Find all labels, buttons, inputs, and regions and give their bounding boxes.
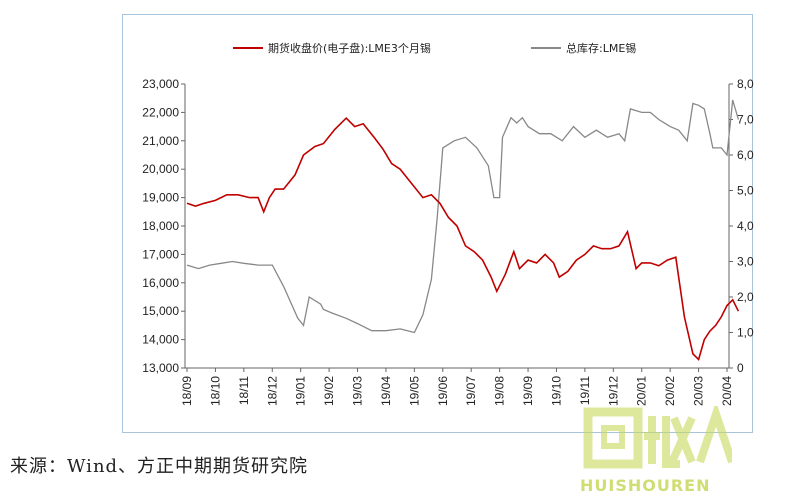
x-tick-label: 19/10 — [549, 376, 563, 406]
left-tick-label: 13,000 — [142, 361, 179, 375]
x-tick-label: 20/02 — [663, 376, 677, 406]
legend-label-stock: 总库存:LME锡 — [566, 41, 636, 55]
watermark-logo: HUISHOUREN — [536, 400, 736, 498]
x-tick-label: 18/10 — [208, 376, 222, 406]
x-tick-label: 19/09 — [521, 376, 535, 406]
left-tick-label: 15,000 — [142, 304, 179, 318]
left-tick-label: 16,000 — [142, 276, 179, 290]
x-tick-label: 20/01 — [635, 376, 649, 406]
right-tick-label: 8,000 — [737, 77, 754, 91]
right-tick-label: 5,000 — [737, 184, 754, 198]
x-axis-ticks: 18/09 18/10 18/11 18/12 19/01 19/02 19/03 19/04… — [180, 368, 734, 406]
chart-frame: 期货收盘价(电子盘):LME3个月锡 总库存:LME锡 13,000 14,000… — [122, 14, 754, 433]
left-tick-label: 19,000 — [142, 191, 179, 205]
left-tick-label: 20,000 — [142, 162, 179, 176]
left-tick-label: 18,000 — [142, 219, 179, 233]
x-tick-label: 19/02 — [322, 376, 336, 406]
watermark-logo-mark — [582, 401, 736, 489]
x-tick-label: 18/09 — [180, 376, 194, 406]
legend-label-price: 期货收盘价(电子盘):LME3个月锡 — [268, 41, 431, 55]
watermark-text: HUISHOUREN — [580, 476, 711, 495]
series-line-lme-price — [186, 116, 740, 362]
right-tick-label: 3,000 — [737, 255, 754, 269]
x-tick-label: 18/12 — [265, 376, 279, 406]
x-tick-label: 19/12 — [606, 376, 620, 406]
legend: 期货收盘价(电子盘):LME3个月锡 总库存:LME锡 — [233, 41, 636, 55]
left-tick-label: 17,000 — [142, 247, 179, 261]
left-tick-label: 21,000 — [142, 134, 179, 148]
left-tick-label: 22,000 — [142, 105, 179, 119]
left-axis-ticks: 13,000 14,000 15,000 16,000 17,000 18,000 19,0… — [142, 77, 185, 375]
right-tick-label: 7,000 — [737, 113, 754, 127]
x-tick-label: 20/04 — [720, 376, 734, 406]
watermark-logo-glyphs — [583, 401, 736, 469]
right-tick-label: 0 — [737, 361, 744, 375]
right-tick-label: 1,000 — [737, 326, 754, 340]
x-tick-label: 19/03 — [351, 376, 365, 406]
chart-svg: 期货收盘价(电子盘):LME3个月锡 总库存:LME锡 13,000 14,000… — [142, 41, 754, 406]
right-axis-ticks: 0 1,000 2,000 3,000 4,000 5,000 6,000 7,000 8,00… — [729, 77, 754, 375]
series-line-lme-stock — [186, 99, 740, 334]
x-tick-label: 18/11 — [237, 376, 251, 405]
source-note: 来源：Wind、方正中期期货研究院 — [10, 456, 309, 477]
x-tick-label: 19/04 — [379, 376, 393, 406]
x-tick-label: 19/11 — [578, 376, 592, 405]
x-tick-label: 19/08 — [493, 376, 507, 406]
right-tick-label: 6,000 — [737, 148, 754, 162]
left-tick-label: 23,000 — [142, 77, 179, 91]
x-tick-label: 19/05 — [407, 376, 421, 406]
x-tick-label: 20/03 — [692, 376, 706, 406]
x-tick-label: 19/06 — [436, 376, 450, 406]
left-tick-label: 14,000 — [142, 333, 179, 347]
x-tick-label: 19/07 — [464, 376, 478, 406]
x-tick-label: 19/01 — [294, 376, 308, 406]
right-tick-label: 4,000 — [737, 219, 754, 233]
right-tick-label: 2,000 — [737, 290, 754, 304]
